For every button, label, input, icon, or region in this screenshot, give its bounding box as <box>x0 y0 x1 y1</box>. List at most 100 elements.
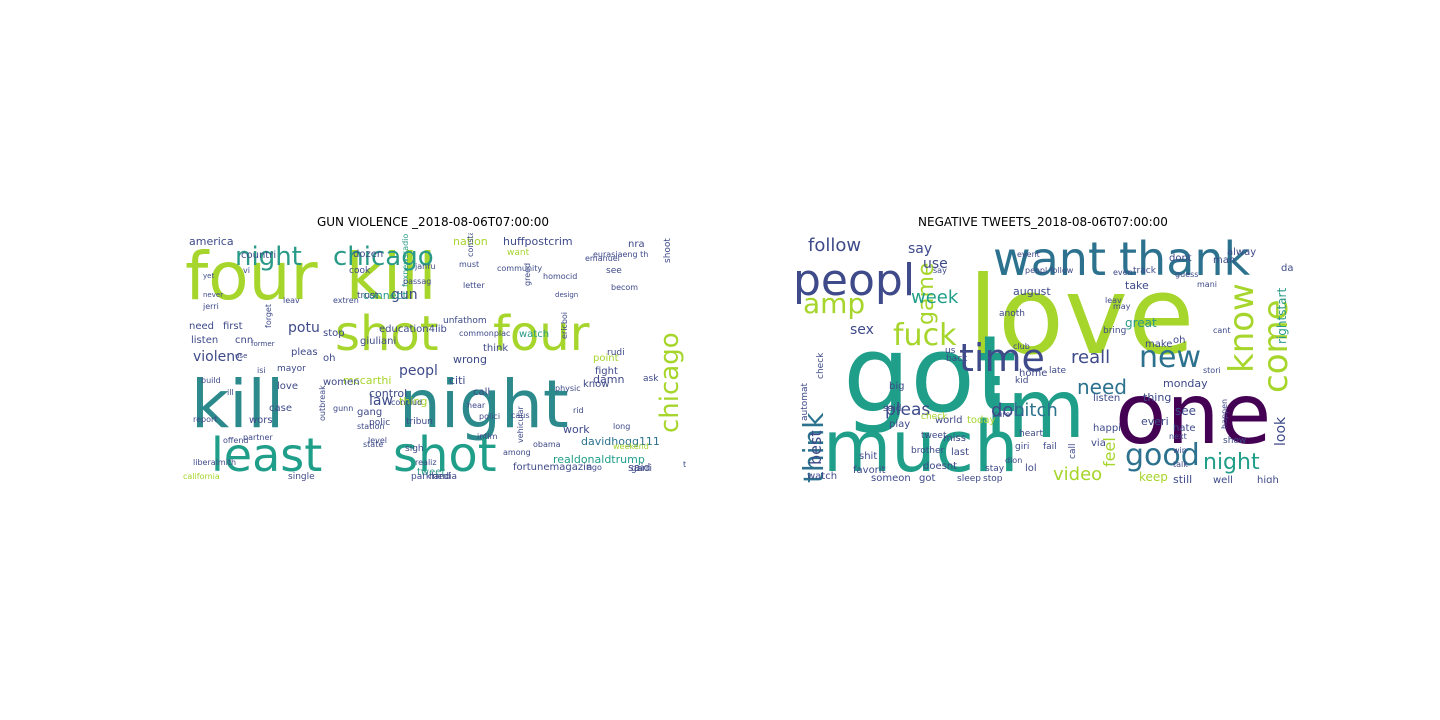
cloud-word: trust <box>357 291 379 301</box>
cloud-word: level <box>368 436 387 445</box>
cloud-word: fail <box>1043 442 1057 452</box>
cloud-word: yet <box>203 272 214 280</box>
cloud-word: women <box>323 377 360 388</box>
cloud-word: giri <box>1015 442 1029 452</box>
cloud-word: keep <box>1139 470 1168 483</box>
cloud-word: sure <box>993 410 1010 419</box>
cloud-word: come <box>1256 299 1293 393</box>
cloud-word: doesnt <box>923 461 957 472</box>
cloud-word: giuliani <box>360 336 396 347</box>
cloud-word: conclud <box>391 398 422 407</box>
cloud-word: chicago <box>333 242 434 272</box>
cloud-word: vehicular <box>516 405 525 443</box>
wordcloud-gun-violence: four kill kill night least shot shot four night c… <box>183 233 686 483</box>
cloud-word: thank <box>1119 233 1251 286</box>
cloud-word: week <box>911 287 959 308</box>
cloud-word: look <box>1273 416 1289 446</box>
cloud-word: stop <box>983 474 1003 483</box>
cloud-word: today <box>967 415 996 426</box>
cloud-word: see <box>606 266 622 276</box>
cloud-word: wrong <box>453 353 487 366</box>
cloud-word: automat <box>800 382 810 421</box>
cloud-word: nation <box>453 235 488 248</box>
cloud-word: chicago <box>655 332 685 433</box>
cloud-word: design <box>555 291 578 299</box>
cloud-word: event <box>1017 250 1040 259</box>
cloud-word: one <box>1115 365 1271 463</box>
cloud-word: oh <box>323 353 335 364</box>
cloud-word: peopl <box>399 363 438 379</box>
cloud-word: talk <box>1173 460 1188 469</box>
cloud-word: brother <box>911 446 944 456</box>
cloud-word: back <box>946 354 968 364</box>
cloud-word: sigh <box>405 444 424 454</box>
cloud-word: garri <box>631 464 652 474</box>
cloud-word: guess <box>1175 270 1198 279</box>
cloud-word: vi <box>243 266 250 275</box>
cloud-word: never <box>203 291 223 299</box>
cloud-word: thing <box>399 395 427 408</box>
cloud-word: want <box>507 248 530 258</box>
cloud-word: think <box>483 343 508 354</box>
cloud-word: gun <box>391 287 418 303</box>
cloud-word: shit <box>859 451 877 462</box>
cloud-word: watch <box>519 329 549 340</box>
cloud-word: see <box>1175 404 1196 418</box>
cloud-word: first <box>223 321 243 332</box>
cloud-word: partner <box>243 433 273 442</box>
cloud-word: miss <box>943 433 966 444</box>
cloud-word: bitch <box>1013 400 1058 421</box>
cloud-word: best <box>806 430 825 465</box>
cloud-word: rightstart <box>1275 288 1289 344</box>
cloud-word: lol <box>1025 463 1037 474</box>
cloud-word: august <box>1013 285 1051 298</box>
cloud-word: education4lib <box>379 324 447 335</box>
cloud-word: say <box>908 241 932 257</box>
cloud-word: nra <box>628 239 645 250</box>
cloud-word: four <box>493 306 590 362</box>
cloud-word: time <box>959 336 1045 380</box>
cloud-word: world <box>935 415 963 426</box>
cloud-word: leav <box>283 296 300 305</box>
cloud-word: countri <box>241 250 276 261</box>
cloud-word: dozen <box>353 249 383 260</box>
cloud-word: hear <box>467 401 486 410</box>
cloud-word: ask <box>643 374 659 384</box>
cloud-word: realdonaldtrump <box>553 453 645 466</box>
cloud-word: new <box>1139 340 1201 375</box>
cloud-word: happen <box>1220 399 1229 429</box>
cloud-word: fuck <box>893 318 957 353</box>
cloud-word: take <box>1125 279 1149 292</box>
cloud-word: bring <box>1103 326 1126 336</box>
cloud-word: make <box>1145 339 1172 350</box>
cloud-word: report <box>193 415 217 424</box>
cloud-word: need <box>189 321 214 332</box>
cloud-word: watch <box>807 471 837 482</box>
cloud-word: liberalmith <box>193 458 236 467</box>
cloud-word: much <box>823 406 1018 483</box>
cloud-word: thing <box>1143 391 1171 404</box>
cloud-word: don <box>991 400 1025 421</box>
cloud-word: im <box>985 363 1085 456</box>
cloud-word: show <box>1223 436 1246 446</box>
cloud-word: connect <box>363 289 408 302</box>
cloud-word: gang <box>357 407 382 418</box>
cloud-word: former <box>251 340 275 348</box>
cloud-word: fight <box>595 366 618 377</box>
cloud-word: janru <box>414 262 436 271</box>
wordcloud-title-negative-tweets: NEGATIVE TWEETS_2018-08-06T07:00:00 <box>918 215 1168 229</box>
cloud-word: damn <box>593 373 624 386</box>
cloud-word: parkland <box>411 472 451 482</box>
cloud-word: must <box>459 260 479 269</box>
cloud-word: amp <box>803 287 865 320</box>
cloud-word: isi <box>257 366 266 375</box>
cloud-word: polic <box>369 418 390 428</box>
cloud-word: listen <box>1093 393 1120 404</box>
cloud-word: passag <box>403 277 431 286</box>
cloud-word: mccarthi <box>343 374 391 387</box>
cloud-word: work <box>563 423 590 436</box>
cloud-word: commonplac <box>459 329 510 338</box>
cloud-word: day <box>1281 263 1293 274</box>
